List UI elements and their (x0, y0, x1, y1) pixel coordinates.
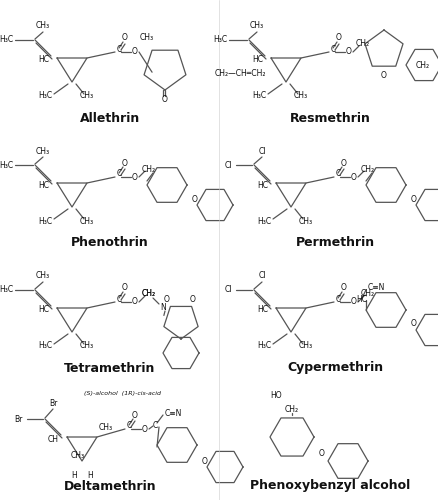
Text: HC: HC (256, 180, 267, 190)
Text: CH₂: CH₂ (360, 164, 374, 173)
Text: O: O (162, 96, 168, 104)
Text: Tetramethrin: Tetramethrin (64, 362, 155, 374)
Text: CH: CH (48, 434, 59, 444)
Text: C≡N: C≡N (165, 408, 182, 418)
Text: O: O (191, 194, 198, 203)
Text: CH₂—CH═CH₂: CH₂—CH═CH₂ (215, 70, 266, 78)
Text: O: O (164, 294, 170, 304)
Text: O: O (380, 72, 386, 80)
Text: Permethrin: Permethrin (295, 236, 374, 250)
Text: H₃C: H₃C (38, 342, 52, 350)
Text: O: O (410, 194, 416, 203)
Text: CH₃: CH₃ (80, 216, 94, 226)
Text: O: O (318, 448, 324, 458)
Text: Cl: Cl (224, 160, 231, 170)
Text: H₃C: H₃C (38, 216, 52, 226)
Text: Phenoxybenzyl alcohol: Phenoxybenzyl alcohol (249, 480, 409, 492)
Text: CH₃: CH₃ (293, 92, 307, 100)
Text: O: O (122, 34, 127, 42)
Text: C≡N: C≡N (367, 284, 385, 292)
Text: O: O (132, 298, 138, 306)
Text: HC: HC (38, 306, 49, 314)
Text: H: H (87, 470, 93, 480)
Text: H₃C: H₃C (256, 216, 270, 226)
Text: CH₂: CH₂ (360, 290, 374, 298)
Text: CH₃: CH₃ (36, 22, 50, 30)
Text: CH₂: CH₂ (141, 164, 155, 173)
Text: H₃C: H₃C (0, 160, 13, 170)
Text: HC: HC (355, 296, 366, 304)
Text: O: O (336, 34, 341, 42)
Text: CH₃: CH₃ (298, 216, 312, 226)
Text: C: C (335, 294, 340, 304)
Text: HC: HC (38, 56, 49, 64)
Text: O: O (340, 284, 346, 292)
Text: Cl: Cl (224, 286, 231, 294)
Text: HC: HC (256, 306, 267, 314)
Text: C: C (335, 170, 340, 178)
Text: (S)-alcohol  (1R)-cis-acid: (S)-alcohol (1R)-cis-acid (84, 390, 161, 396)
Text: Br: Br (49, 398, 57, 407)
Text: C: C (152, 420, 157, 430)
Text: Cl: Cl (258, 272, 265, 280)
Text: C: C (127, 422, 132, 430)
Text: H₃C: H₃C (0, 36, 13, 44)
Text: C: C (117, 44, 122, 54)
Text: O: O (122, 284, 127, 292)
Text: CH₂: CH₂ (141, 290, 155, 298)
Text: Allethrin: Allethrin (80, 112, 140, 124)
Text: CH₃: CH₃ (80, 342, 94, 350)
Text: Resmethrin: Resmethrin (289, 112, 370, 124)
Text: CH₂: CH₂ (141, 290, 155, 298)
Text: O: O (350, 298, 356, 306)
Text: N: N (160, 302, 166, 312)
Text: Cl: Cl (258, 146, 265, 156)
Text: CH₃: CH₃ (140, 34, 154, 42)
Text: O: O (122, 158, 127, 168)
Text: H: H (71, 470, 77, 480)
Text: CH₃: CH₃ (249, 22, 264, 30)
Text: Cypermethrin: Cypermethrin (286, 362, 382, 374)
Text: O: O (201, 456, 208, 466)
Text: H₃C: H₃C (0, 286, 13, 294)
Text: O: O (142, 424, 148, 434)
Text: CH₂: CH₂ (415, 62, 429, 70)
Text: CH₃: CH₃ (36, 146, 50, 156)
Text: O: O (410, 320, 416, 328)
Text: CH₃: CH₃ (298, 342, 312, 350)
Text: Deltamethrin: Deltamethrin (64, 480, 156, 492)
Text: C: C (117, 294, 122, 304)
Text: CH₃: CH₃ (99, 422, 113, 432)
Text: C: C (330, 44, 336, 54)
Text: O: O (132, 172, 138, 182)
Text: HC: HC (251, 56, 262, 64)
Text: Br: Br (14, 414, 23, 424)
Text: CH₃: CH₃ (36, 272, 50, 280)
Text: O: O (190, 294, 195, 304)
Text: CH₃: CH₃ (71, 450, 85, 460)
Text: O: O (132, 410, 138, 420)
Text: O: O (345, 48, 351, 56)
Text: H₃C: H₃C (212, 36, 226, 44)
Text: CH₃: CH₃ (80, 92, 94, 100)
Text: H₃C: H₃C (256, 342, 270, 350)
Text: Phenothrin: Phenothrin (71, 236, 148, 250)
Text: HC: HC (38, 180, 49, 190)
Text: H₃C: H₃C (38, 92, 52, 100)
Text: HO: HO (269, 390, 281, 400)
Text: CH₂: CH₂ (355, 40, 369, 48)
Text: O: O (132, 48, 138, 56)
Text: H₃C: H₃C (251, 92, 265, 100)
Text: CH₂: CH₂ (284, 404, 298, 413)
Text: O: O (340, 158, 346, 168)
Text: O: O (350, 172, 356, 182)
Text: C: C (117, 170, 122, 178)
